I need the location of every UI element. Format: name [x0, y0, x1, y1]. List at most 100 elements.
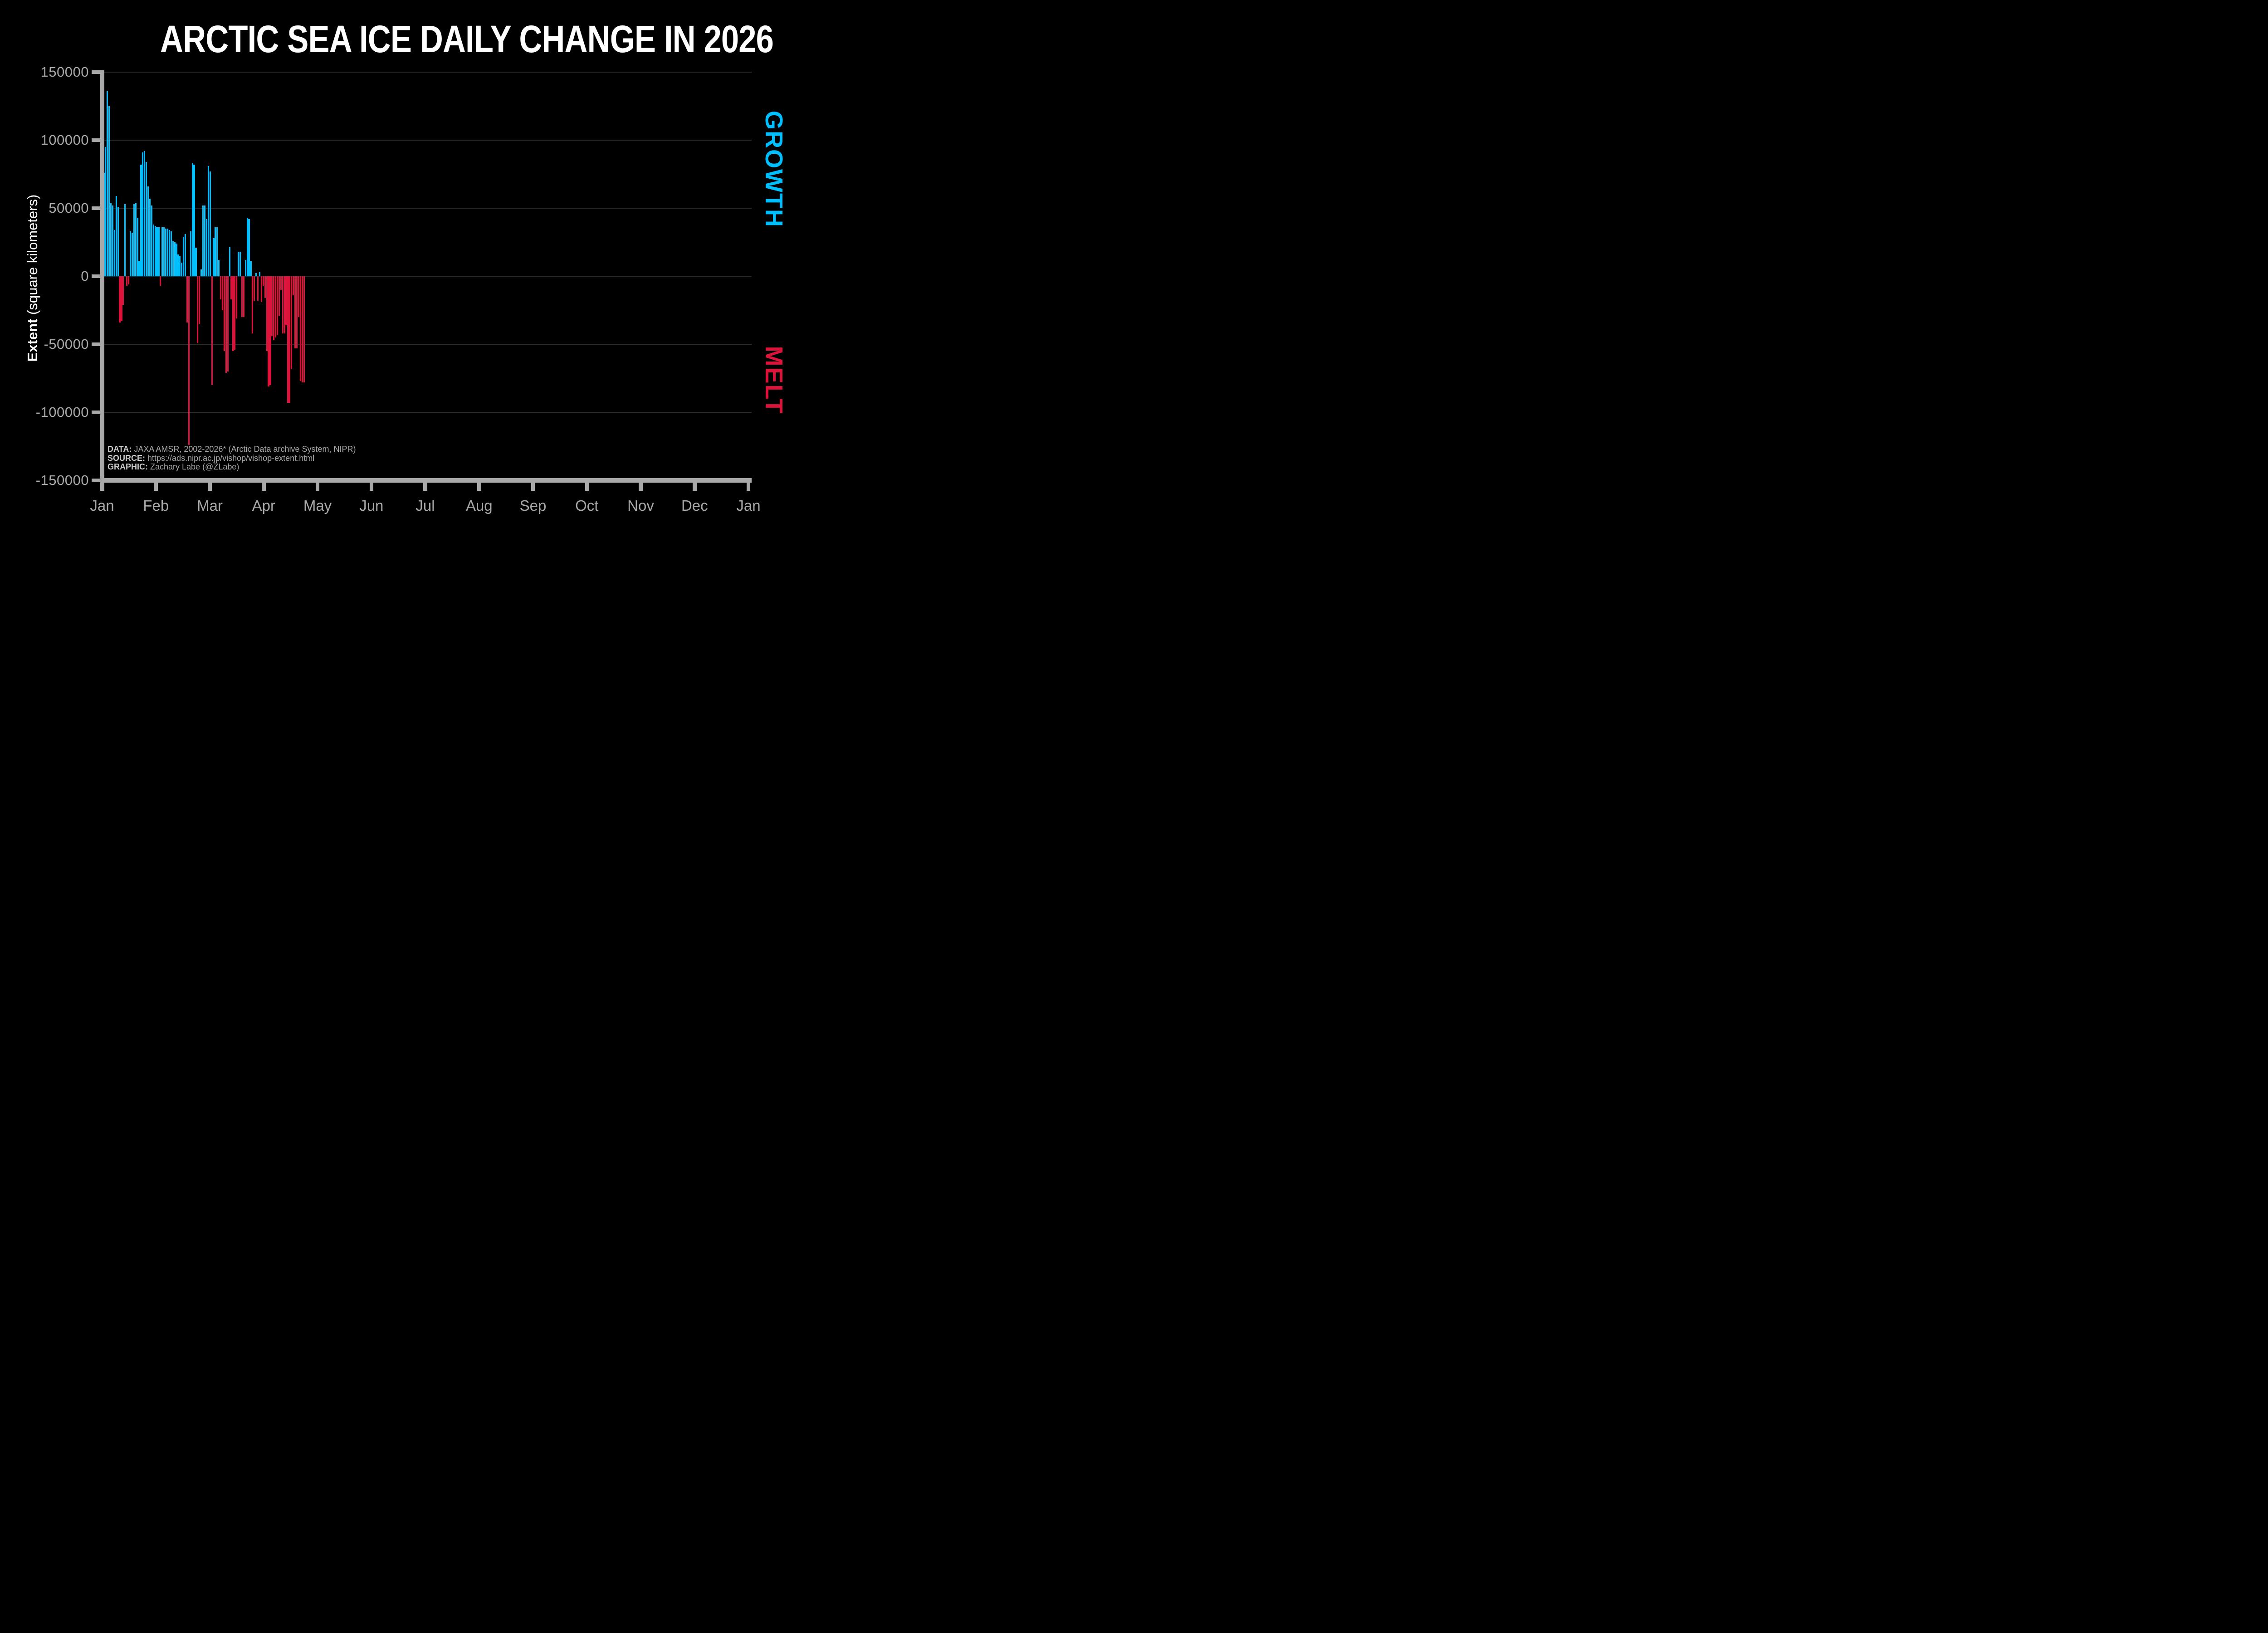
bar-day-28: [149, 199, 151, 276]
chart-figure: ARCTIC SEA ICE DAILY CHANGE IN 2026 Exte…: [0, 0, 816, 544]
bar-day-103: [282, 276, 284, 333]
bar-day-3: [105, 147, 107, 276]
x-tick-aug-7: [477, 482, 481, 491]
y-tick--50000: [92, 342, 100, 347]
bar-day-90: [259, 272, 261, 276]
bar-day-51: [190, 231, 191, 276]
bar-day-64: [213, 238, 215, 276]
x-label-dec-11: Dec: [681, 497, 708, 514]
bar-day-17: [129, 231, 132, 276]
bar-day-27: [147, 186, 149, 276]
bar-day-79: [239, 252, 241, 276]
bar-day-99: [275, 276, 277, 337]
bar-day-29: [151, 205, 152, 276]
bar-day-101: [278, 276, 280, 316]
y-axis-spine: [100, 70, 104, 491]
bar-day-91: [260, 276, 262, 302]
bar-day-66: [216, 227, 218, 276]
bar-day-47: [183, 237, 185, 276]
bar-day-65: [215, 227, 216, 276]
bar-day-108: [291, 276, 293, 369]
bar-day-37: [165, 229, 167, 276]
bar-day-115: [303, 276, 305, 382]
bar-day-21: [137, 218, 138, 276]
melt-side-label: MELT: [760, 346, 787, 415]
annotation-graphic-value: Zachary Labe (@ZLabe): [148, 462, 240, 471]
bar-day-110: [294, 276, 296, 348]
annotation-source-label: SOURCE:: [108, 453, 146, 463]
x-label-nov-10: Nov: [627, 497, 654, 514]
x-tick-nov-10: [639, 482, 643, 491]
bar-day-96: [269, 276, 271, 385]
bar-day-31: [154, 226, 156, 276]
bar-day-25: [144, 151, 146, 276]
annotation-source-row: SOURCE: https://ads.nipr.ac.jp/vishop/vi…: [108, 454, 356, 463]
y-tick-0: [92, 274, 100, 279]
bar-day-73: [229, 247, 230, 276]
bar-day-56: [199, 276, 200, 324]
bar-day-105: [285, 276, 287, 325]
x-label-aug-7: Aug: [465, 497, 493, 514]
x-label-jun-5: Jun: [359, 497, 384, 514]
y-tick-50000: [92, 206, 100, 210]
bar-day-61: [207, 166, 209, 276]
gridline-150000: [104, 71, 752, 73]
bar-day-72: [227, 276, 229, 372]
bar-day-67: [218, 260, 220, 276]
bar-day-35: [161, 227, 163, 276]
bar-day-84: [248, 219, 250, 276]
bar-day-4: [107, 91, 108, 276]
bar-day-77: [236, 276, 238, 318]
x-tick-sep-8: [531, 482, 535, 491]
bar-day-80: [241, 276, 243, 317]
bar-day-113: [299, 276, 301, 381]
bar-day-88: [255, 273, 257, 276]
bar-day-86: [252, 276, 254, 333]
bar-day-34: [160, 276, 161, 286]
y-tick-label-150000: 150000: [40, 64, 89, 80]
annotation-graphic-row: GRAPHIC: Zachary Labe (@ZLabe): [108, 462, 356, 472]
bar-day-94: [266, 276, 268, 351]
bar-day-20: [135, 203, 137, 276]
bar-day-24: [142, 152, 144, 276]
bar-day-6: [110, 203, 112, 276]
y-tick--100000: [92, 410, 100, 415]
x-label-sep-8: Sep: [519, 497, 547, 514]
bar-day-98: [273, 276, 275, 340]
bar-day-89: [257, 276, 259, 301]
bar-day-9: [115, 196, 117, 276]
x-label-jan-0: Jan: [90, 497, 114, 514]
x-tick-feb-1: [154, 482, 158, 491]
bar-day-68: [220, 276, 222, 299]
y-tick-150000: [92, 70, 100, 74]
bar-day-55: [197, 276, 199, 343]
bar-day-48: [184, 234, 186, 276]
bar-day-76: [234, 276, 236, 350]
bar-day-32: [156, 227, 158, 276]
bar-day-93: [264, 276, 266, 298]
x-axis-spine: [100, 478, 752, 483]
y-tick-label--150000: -150000: [35, 472, 89, 488]
annotation-data-value: JAXA AMSR, 2002-2026* (Arctic Data archi…: [132, 445, 356, 454]
bar-day-104: [284, 276, 285, 333]
annotation-graphic-label: GRAPHIC:: [108, 462, 148, 471]
bar-day-8: [113, 230, 115, 276]
bar-day-112: [298, 276, 299, 317]
bar-day-13: [122, 276, 124, 305]
gridline-50000: [104, 207, 752, 209]
x-label-may-4: May: [303, 497, 332, 514]
x-label-mar-2: Mar: [197, 497, 223, 514]
gridline--50000: [104, 343, 752, 345]
bar-day-111: [296, 276, 298, 348]
x-label-oct-9: Oct: [575, 497, 599, 514]
bar-day-106: [287, 276, 289, 403]
bar-day-22: [138, 261, 140, 276]
x-tick-jan-12: [746, 482, 751, 491]
bar-day-57: [200, 269, 202, 276]
bar-day-85: [250, 261, 252, 276]
bar-day-83: [246, 218, 248, 276]
bar-day-74: [230, 276, 232, 299]
bar-day-114: [301, 276, 303, 382]
bar-day-62: [209, 171, 211, 276]
y-tick-label--100000: -100000: [35, 404, 89, 420]
